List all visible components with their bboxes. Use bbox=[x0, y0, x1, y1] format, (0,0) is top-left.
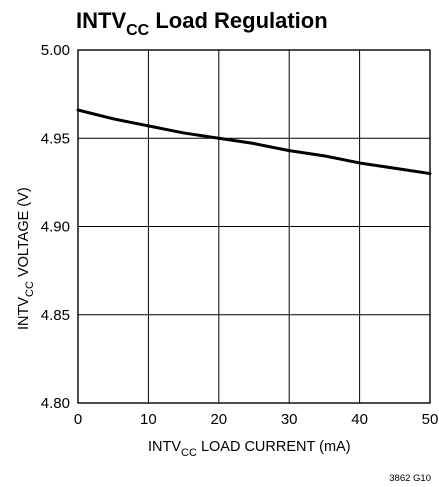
x-tick-label: 20 bbox=[210, 411, 227, 428]
y-tick-label: 4.90 bbox=[41, 219, 70, 236]
y-tick-label: 5.00 bbox=[41, 42, 70, 59]
chart-title: INTVCC Load Regulation bbox=[76, 8, 328, 39]
x-axis-label: INTVCC LOAD CURRENT (mA) bbox=[148, 439, 351, 459]
y-tick-label: 4.85 bbox=[41, 307, 70, 324]
y-tick-label: 4.95 bbox=[41, 130, 70, 147]
x-tick-label: 30 bbox=[281, 411, 298, 428]
grid bbox=[77, 49, 431, 404]
figure-note: 3862 G10 bbox=[389, 473, 431, 484]
y-tick-labels: 4.80 4.85 4.90 4.95 5.00 bbox=[41, 42, 70, 412]
plot-frame bbox=[77, 49, 431, 404]
x-tick-label: 40 bbox=[351, 411, 368, 428]
x-tick-label: 0 bbox=[74, 411, 82, 428]
x-tick-labels: 0 10 20 30 40 50 bbox=[74, 411, 439, 428]
x-tick-label: 10 bbox=[140, 411, 157, 428]
y-tick-label: 4.80 bbox=[41, 395, 70, 412]
x-tick-label: 50 bbox=[422, 411, 439, 428]
series-line bbox=[76, 108, 432, 176]
y-axis-label: INTVCC VOLTAGE (V) bbox=[16, 187, 36, 330]
